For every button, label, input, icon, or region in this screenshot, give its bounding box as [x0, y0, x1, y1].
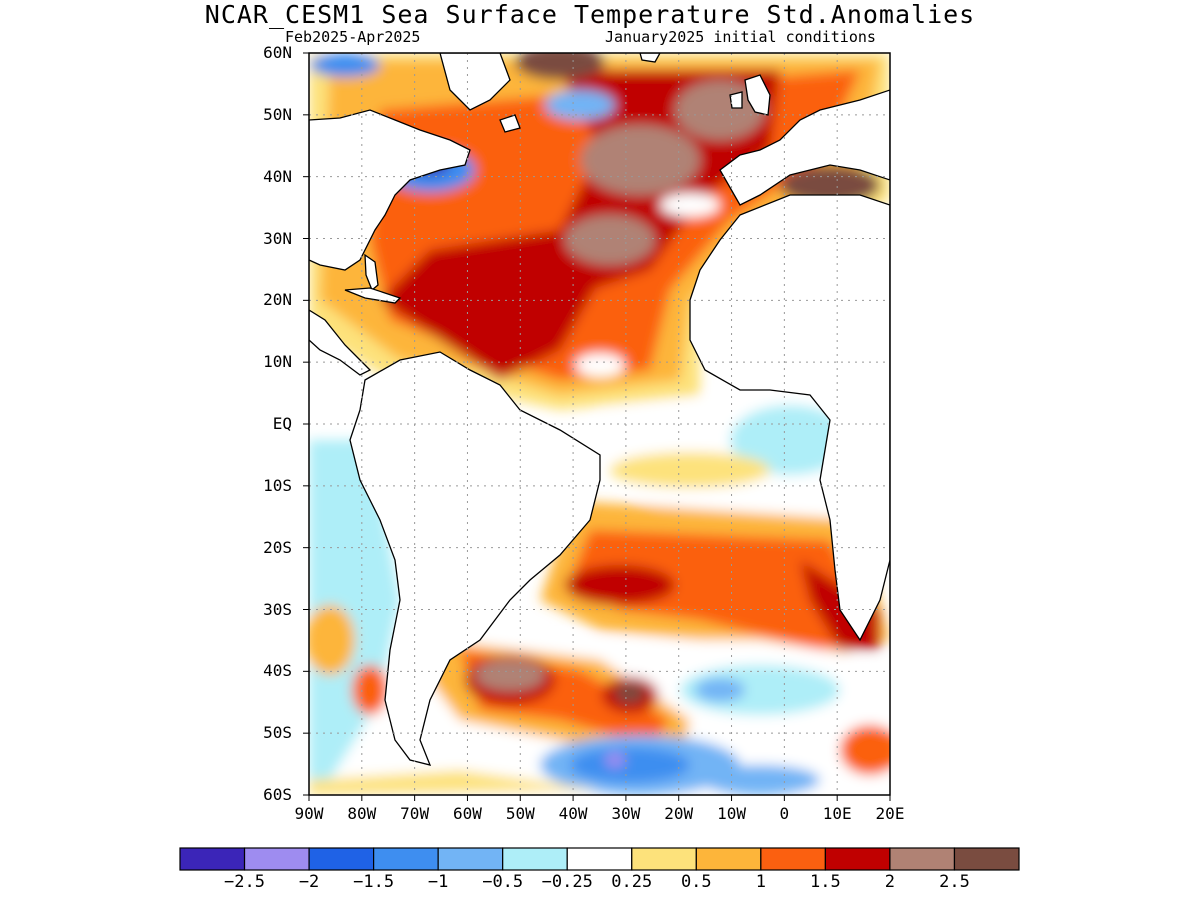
iceland [639, 53, 661, 63]
colorbar-label: −0.5 [482, 872, 524, 892]
lon-label: 80W [347, 804, 377, 823]
colorbar-label: −0.25 [541, 872, 593, 892]
lon-label: 10E [822, 804, 852, 823]
lat-label: 30N [263, 228, 292, 248]
colorbar-label: 1 [755, 872, 766, 892]
north-america [309, 109, 471, 271]
labrador [439, 53, 511, 111]
cuba [344, 287, 402, 304]
colorbar [179, 847, 1020, 871]
newfoundland [499, 114, 521, 133]
forecast-period: Feb2025-Apr2025 [285, 28, 421, 46]
colorbar-label: −1 [427, 872, 449, 892]
colorbar-swatch [373, 847, 439, 871]
colorbar-label: −1.5 [353, 872, 395, 892]
colorbar-label: 0.5 [680, 872, 712, 892]
colorbar-swatch [502, 847, 568, 871]
colorbar-swatch [437, 847, 504, 871]
axis-ticks [303, 52, 891, 801]
lon-label: 90W [294, 804, 324, 823]
lon-label: 60W [453, 804, 482, 823]
lon-label: 0 [779, 804, 790, 823]
colorbar-label: −2 [298, 872, 320, 892]
lat-label: 60S [263, 785, 292, 804]
colorbar-swatch [760, 847, 826, 871]
colorbar-swatch [631, 847, 697, 871]
europe [719, 89, 890, 206]
colorbar-label: −2.5 [224, 872, 265, 892]
colorbar-label: 2 [884, 872, 896, 892]
colorbar-swatch [308, 847, 375, 871]
colorbar-label: 1.5 [810, 872, 841, 892]
lat-label: 20S [263, 537, 292, 557]
map-title: NCAR_CESM1 Sea Surface Temperature Std.A… [204, 0, 976, 29]
colorbar-swatch [824, 847, 891, 871]
graticule [309, 53, 890, 795]
lat-label: 40N [263, 166, 292, 186]
florida [364, 253, 379, 292]
lon-label: 40W [558, 804, 588, 823]
initial-conditions: January2025 initial conditions [605, 28, 876, 46]
lat-label: 40S [263, 661, 292, 681]
ireland [729, 91, 743, 109]
lon-label: 70W [400, 804, 430, 823]
lat-label: 60N [263, 43, 292, 62]
lon-label: 30W [611, 804, 641, 823]
colorbar-label: 2.5 [939, 872, 970, 892]
lon-label: 50W [505, 804, 535, 823]
colorbar-swatch [566, 847, 633, 871]
colorbar-swatch [243, 847, 310, 871]
lat-label: 30S [263, 599, 292, 619]
colorbar-swatch [179, 847, 246, 871]
lat-label: EQ [272, 414, 292, 433]
lat-label: 50N [263, 104, 292, 124]
south-america [349, 351, 601, 766]
lat-label: 10N [263, 352, 292, 372]
british-isles [744, 74, 771, 116]
colorbar-label: 0.25 [611, 872, 653, 892]
lat-label: 50S [263, 723, 292, 743]
africa [689, 194, 890, 642]
central-america [309, 309, 372, 376]
lon-label: 20E [875, 804, 905, 823]
colorbar-swatch [953, 847, 1020, 871]
lon-label: 20W [664, 804, 694, 823]
coastlines [309, 53, 890, 766]
colorbar-swatch [695, 847, 762, 871]
lat-label: 20N [263, 290, 292, 310]
lon-label: 10W [717, 804, 746, 823]
colorbar-swatch [889, 847, 956, 871]
lat-label: 10S [263, 475, 292, 495]
